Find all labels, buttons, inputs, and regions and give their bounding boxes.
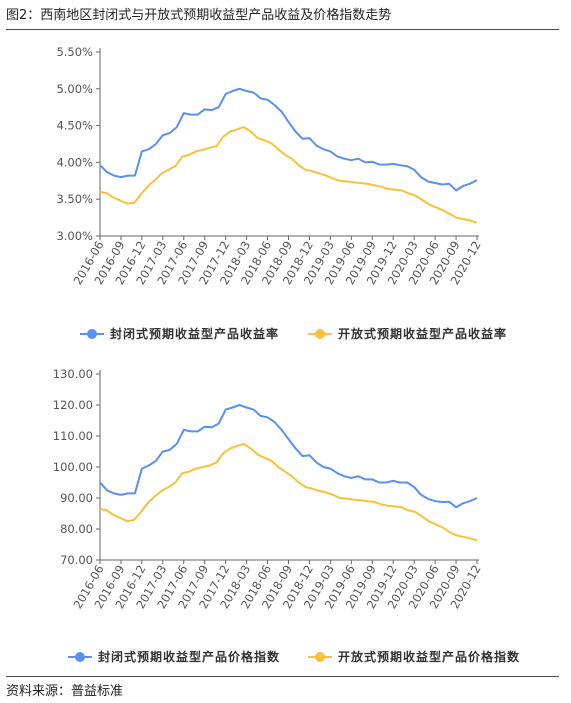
y-tick-label: 3.50% (56, 192, 93, 206)
legend-marker (315, 329, 325, 339)
series-line-closed (99, 404, 478, 509)
source-note: 资料来源：普益标准 (6, 684, 124, 699)
legend-item-closed: 封闭式预期收益型产品收益率 (80, 326, 279, 341)
y-tick-label: 110.00 (53, 429, 93, 443)
y-tick-label: 70.00 (60, 553, 93, 567)
y-tick-label: 4.50% (56, 119, 93, 133)
legend-item-open: 开放式预期收益型产品价格指数 (308, 649, 520, 664)
y-tick-label: 90.00 (60, 491, 93, 505)
y-tick-label: 130.00 (53, 367, 93, 381)
figure-title: 图2：西南地区封闭式与开放式预期收益型产品收益及价格指数走势 (6, 8, 392, 23)
chart-1: 3.00%3.50%4.00%4.50%5.00%5.50%2016-06201… (56, 45, 507, 341)
legend-label: 封闭式预期收益型产品价格指数 (98, 649, 280, 664)
y-tick-label: 4.00% (56, 155, 93, 169)
legend-label: 封闭式预期收益型产品收益率 (110, 326, 279, 341)
legend-label: 开放式预期收益型产品收益率 (338, 326, 507, 341)
y-tick-label: 100.00 (53, 460, 93, 474)
y-tick-label: 3.00% (56, 229, 93, 243)
y-tick-label: 80.00 (60, 522, 93, 536)
legend-marker (75, 652, 85, 662)
y-tick-label: 120.00 (53, 398, 93, 412)
chart-2: 70.0080.0090.00100.00110.00120.00130.002… (53, 367, 520, 664)
series-line-open (99, 442, 478, 542)
series-line-open (99, 126, 478, 224)
legend-item-open: 开放式预期收益型产品收益率 (308, 326, 507, 341)
legend-marker (87, 329, 97, 339)
y-tick-label: 5.50% (56, 45, 93, 59)
legend-item-closed: 封闭式预期收益型产品价格指数 (68, 649, 280, 664)
figure-frame (6, 29, 559, 677)
legend-label: 开放式预期收益型产品价格指数 (338, 649, 520, 664)
series-line-closed (99, 87, 478, 192)
y-tick-label: 5.00% (56, 82, 93, 96)
legend-marker (315, 652, 325, 662)
